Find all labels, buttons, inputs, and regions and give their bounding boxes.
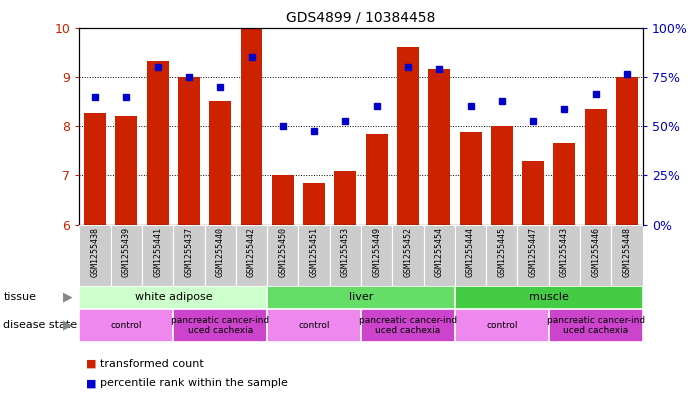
Bar: [267, 286, 455, 309]
Bar: [455, 309, 549, 342]
Text: ■: ■: [86, 358, 97, 369]
Text: GSM1255443: GSM1255443: [560, 227, 569, 277]
Bar: [455, 225, 486, 286]
Text: GSM1255442: GSM1255442: [247, 227, 256, 277]
Bar: [580, 225, 612, 286]
Bar: [518, 225, 549, 286]
Text: transformed count: transformed count: [100, 358, 204, 369]
Bar: [84, 113, 106, 225]
Text: GSM1255454: GSM1255454: [435, 227, 444, 277]
Bar: [272, 175, 294, 225]
Text: ▶: ▶: [63, 290, 73, 304]
Bar: [334, 171, 357, 225]
Text: liver: liver: [349, 292, 373, 302]
Bar: [522, 161, 544, 225]
Text: GSM1255438: GSM1255438: [91, 227, 100, 277]
Text: control: control: [111, 321, 142, 330]
Bar: [267, 225, 299, 286]
Text: pancreatic cancer-ind
uced cachexia: pancreatic cancer-ind uced cachexia: [359, 316, 457, 335]
Bar: [585, 109, 607, 225]
Text: GSM1255453: GSM1255453: [341, 227, 350, 277]
Bar: [267, 309, 361, 342]
Text: GSM1255445: GSM1255445: [498, 227, 507, 277]
Text: GSM1255450: GSM1255450: [278, 227, 287, 277]
Text: tissue: tissue: [3, 292, 37, 302]
Bar: [299, 225, 330, 286]
Bar: [178, 77, 200, 225]
Bar: [460, 132, 482, 225]
Bar: [491, 126, 513, 225]
Title: GDS4899 / 10384458: GDS4899 / 10384458: [286, 11, 436, 25]
Text: pancreatic cancer-ind
uced cachexia: pancreatic cancer-ind uced cachexia: [547, 316, 645, 335]
Bar: [455, 286, 643, 309]
Text: GSM1255440: GSM1255440: [216, 227, 225, 277]
Bar: [424, 225, 455, 286]
Text: control: control: [486, 321, 518, 330]
Bar: [553, 143, 576, 225]
Text: white adipose: white adipose: [135, 292, 212, 302]
Bar: [330, 225, 361, 286]
Bar: [142, 225, 173, 286]
Bar: [115, 116, 138, 225]
Text: ▶: ▶: [63, 319, 73, 332]
Bar: [303, 183, 325, 225]
Bar: [79, 225, 111, 286]
Bar: [392, 225, 424, 286]
Bar: [549, 225, 580, 286]
Bar: [209, 101, 231, 225]
Text: GSM1255449: GSM1255449: [372, 227, 381, 277]
Text: muscle: muscle: [529, 292, 569, 302]
Text: GSM1255441: GSM1255441: [153, 227, 162, 277]
Bar: [361, 225, 392, 286]
Text: percentile rank within the sample: percentile rank within the sample: [100, 378, 288, 388]
Text: GSM1255452: GSM1255452: [404, 227, 413, 277]
Text: GSM1255448: GSM1255448: [623, 227, 632, 277]
Text: control: control: [299, 321, 330, 330]
Text: pancreatic cancer-ind
uced cachexia: pancreatic cancer-ind uced cachexia: [171, 316, 269, 335]
Text: disease state: disease state: [3, 320, 77, 330]
Bar: [616, 77, 638, 225]
Bar: [397, 47, 419, 225]
Text: GSM1255447: GSM1255447: [529, 227, 538, 277]
Text: GSM1255446: GSM1255446: [591, 227, 600, 277]
Bar: [146, 61, 169, 225]
Bar: [111, 225, 142, 286]
Text: GSM1255439: GSM1255439: [122, 227, 131, 277]
Text: GSM1255437: GSM1255437: [184, 227, 193, 277]
Bar: [366, 134, 388, 225]
Bar: [79, 286, 267, 309]
Text: ■: ■: [86, 378, 97, 388]
Bar: [240, 28, 263, 225]
Bar: [173, 309, 267, 342]
Bar: [236, 225, 267, 286]
Bar: [486, 225, 518, 286]
Text: GSM1255444: GSM1255444: [466, 227, 475, 277]
Bar: [205, 225, 236, 286]
Bar: [428, 70, 451, 225]
Bar: [361, 309, 455, 342]
Bar: [79, 309, 173, 342]
Bar: [173, 225, 205, 286]
Text: GSM1255451: GSM1255451: [310, 227, 319, 277]
Bar: [549, 309, 643, 342]
Bar: [612, 225, 643, 286]
